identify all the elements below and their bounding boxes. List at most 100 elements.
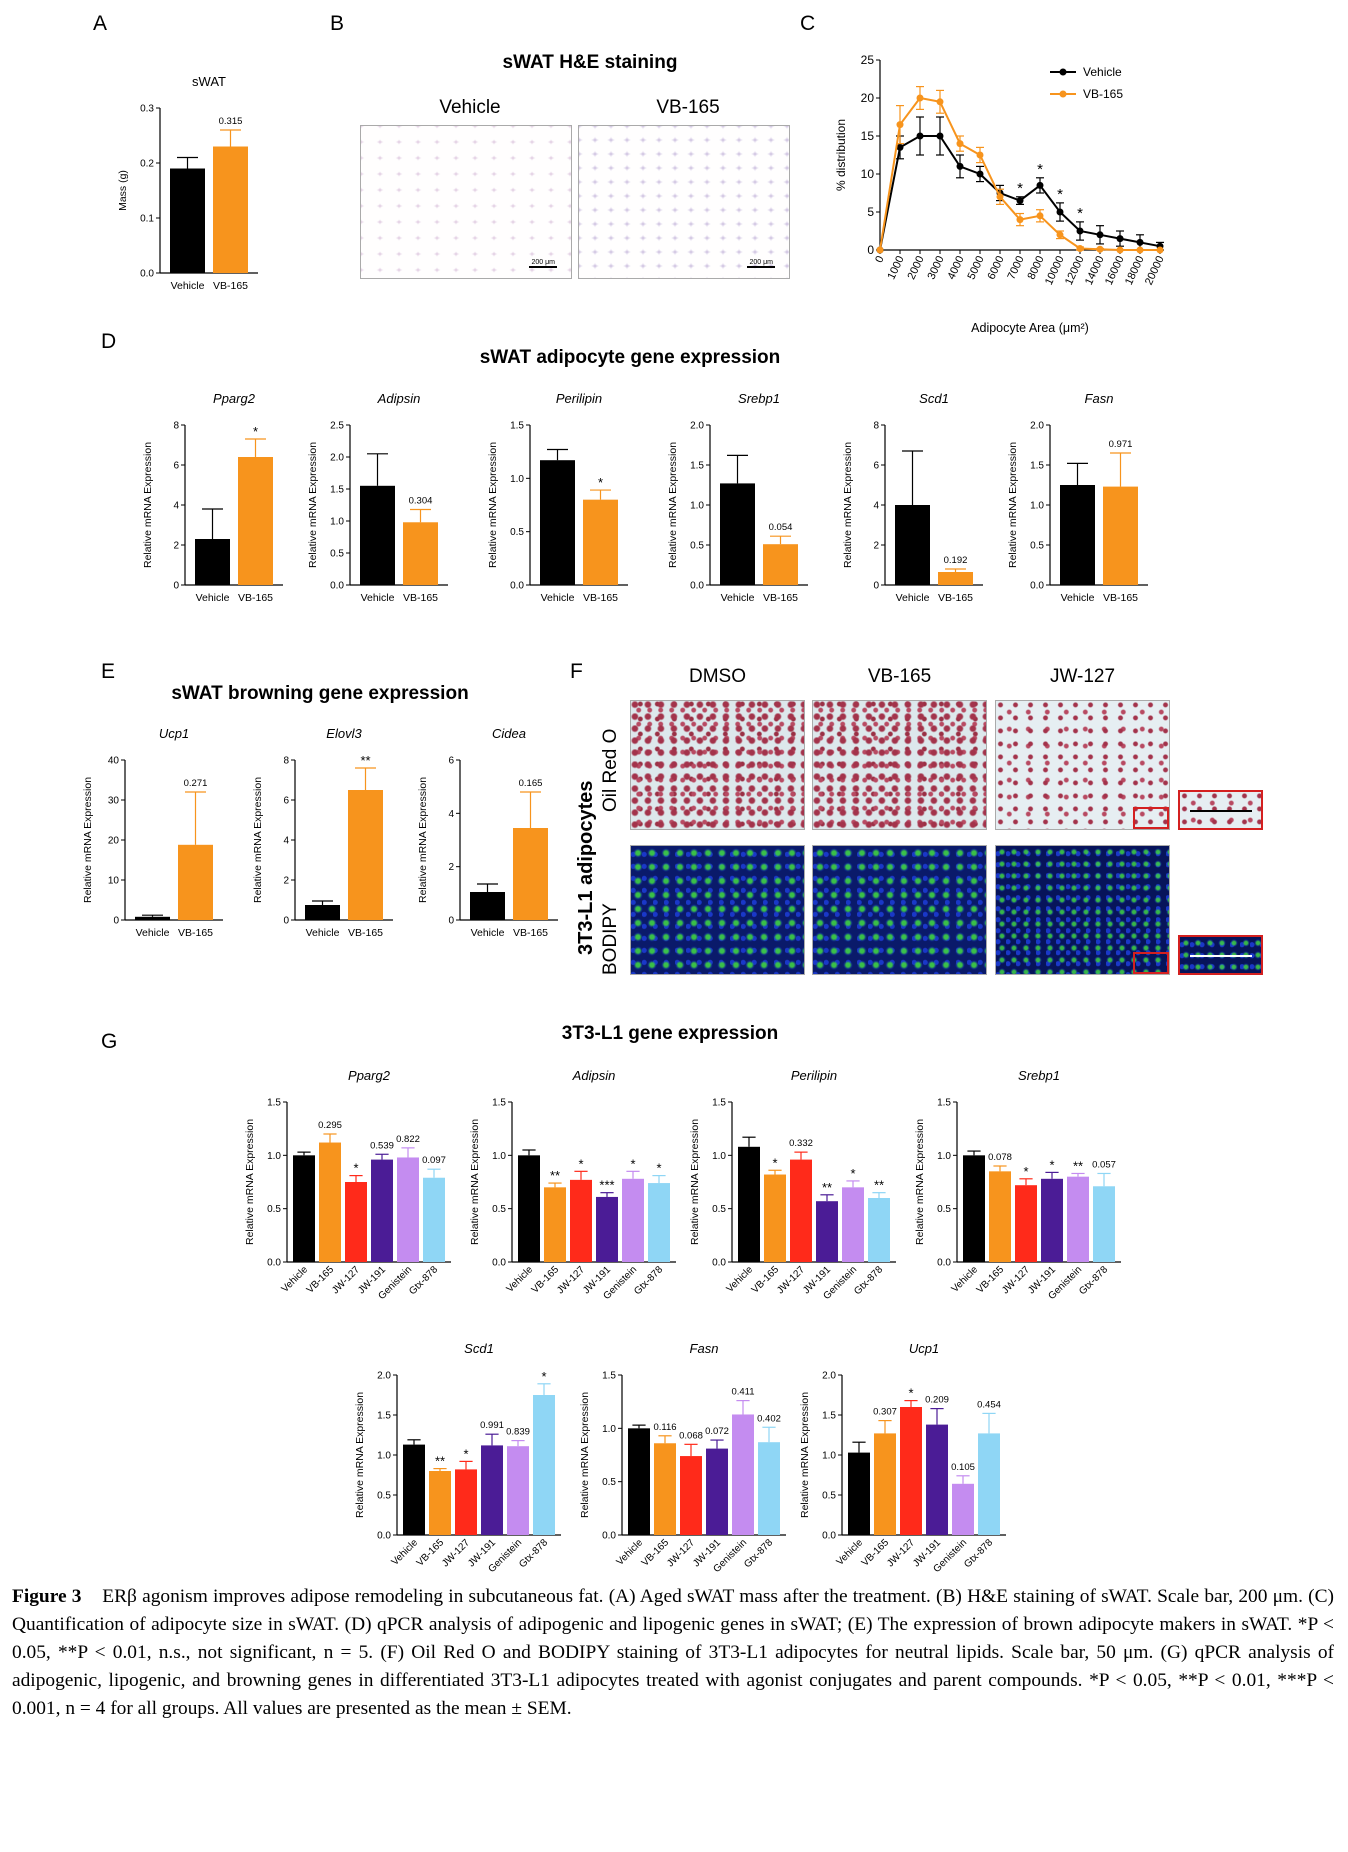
x-tick-label: Gtx-878 [407, 1264, 440, 1297]
chart-title: Srebp1 [738, 391, 780, 406]
bar [360, 485, 395, 585]
x-tick-label: VB-165 [583, 592, 618, 604]
y-tick-label: 1.5 [602, 1371, 616, 1382]
y-tick-label: 5 [867, 205, 874, 219]
data-point [1076, 244, 1084, 252]
y-tick-label: 2 [173, 541, 179, 552]
y-tick-label: 0 [113, 916, 119, 927]
y-axis-label: Relative mRNA Expression [252, 777, 264, 903]
significance-label: 0.307 [873, 1407, 897, 1418]
bar [513, 828, 548, 920]
y-tick-label: 0.5 [330, 549, 344, 560]
y-tick-label: 0 [173, 581, 179, 592]
chart-a-swat-mass: sWAT 0.0 0.1 0.2 0.3 Mass (g) Vehicle 0.315 VB-1… [117, 74, 258, 292]
y-axis-label: Relative mRNA Expression [417, 777, 429, 903]
significance-label: 0.822 [396, 1134, 420, 1145]
y-tick-label: 0.0 [937, 1258, 951, 1269]
chart-title: Scd1 [464, 1341, 494, 1356]
bar [195, 539, 230, 585]
x-tick-label: Vehicle [306, 927, 340, 939]
bar [481, 1445, 503, 1535]
x-tick-label: 4000 [945, 254, 966, 281]
significance-label: * [1037, 161, 1043, 178]
y-tick-label: 1.0 [1030, 501, 1044, 512]
data-point [1136, 238, 1144, 246]
bar [135, 916, 170, 920]
x-tick-label: Vehicle [361, 592, 395, 604]
bar [1015, 1185, 1037, 1262]
bar [895, 505, 930, 585]
bar [1103, 486, 1138, 585]
panel-label-e: E [101, 660, 116, 683]
chart-title: Pparg2 [213, 391, 256, 406]
data-point [1096, 231, 1104, 239]
y-tick-label: 4 [873, 501, 879, 512]
bar [628, 1428, 650, 1535]
significance-label: * [598, 475, 603, 490]
y-tick-label: 2.0 [690, 421, 704, 432]
bar [720, 483, 755, 585]
data-point [896, 121, 904, 129]
y-tick-label: 2.0 [1030, 421, 1044, 432]
y-tick-label: 25 [861, 53, 875, 67]
x-tick-label: JW-127 [330, 1264, 362, 1296]
x-tick-label: VB-165 [938, 592, 973, 604]
y-tick-label: 8 [873, 421, 879, 432]
chart-c-adipocyte-size: 0510152025010002000300040005000600070008… [834, 53, 1167, 335]
x-tick-label: 8000 [1025, 254, 1046, 281]
chart-title: Adipsin [572, 1068, 616, 1083]
significance-label: * [253, 424, 258, 439]
bar [654, 1443, 676, 1535]
bar [622, 1178, 644, 1262]
y-axis-label: Mass (g) [117, 170, 129, 211]
bar [1067, 1176, 1089, 1262]
significance-label: 0.304 [409, 495, 433, 506]
significance-label: *** [599, 1178, 614, 1193]
significance-label: 0.165 [519, 778, 543, 789]
y-tick-label: 0.5 [267, 1204, 281, 1215]
chart-title: Adipsin [377, 391, 421, 406]
f-col-vb165: VB-165 [867, 666, 932, 687]
significance-label: 0.078 [988, 1152, 1012, 1163]
chart-title: Elovl3 [326, 726, 362, 741]
significance-label: * [1057, 186, 1063, 203]
significance-label: ** [874, 1178, 884, 1193]
bar [868, 1198, 890, 1262]
significance-label: ** [822, 1180, 832, 1195]
significance-label: * [541, 1369, 546, 1384]
x-tick-label: 1000 [885, 254, 906, 281]
y-axis-label: Relative mRNA Expression [487, 442, 499, 568]
bar [978, 1433, 1000, 1535]
y-axis-label: Relative mRNA Expression [82, 777, 94, 903]
data-point [1056, 208, 1064, 216]
bar [213, 146, 248, 273]
y-tick-label: 1.5 [822, 1411, 836, 1422]
figure-caption: Figure 3 ERβ agonism improves adipose re… [12, 1583, 1334, 1723]
y-tick-label: 2.0 [377, 1371, 391, 1382]
y-tick-label: 0.5 [377, 1491, 391, 1502]
bar [848, 1452, 870, 1535]
x-tick-label: VB-165 [213, 280, 248, 292]
data-point [1116, 235, 1124, 243]
oil-red-o-jw127-image [995, 700, 1170, 830]
y-tick-label: 0.0 [377, 1531, 391, 1542]
chart-g-pparg2: Pparg2 0.0 0.5 1.0 1.5 Relative mRNA Expressi… [244, 1068, 451, 1302]
significance-label: * [578, 1156, 583, 1171]
x-tick-label: Gtx-878 [1077, 1264, 1110, 1297]
y-tick-label: 0.0 [690, 581, 704, 592]
y-tick-label: 2.0 [330, 453, 344, 464]
significance-label: * [1017, 180, 1023, 197]
bar [874, 1433, 896, 1535]
y-tick-label: 2.5 [330, 421, 344, 432]
bar [348, 790, 383, 920]
data-point [1036, 181, 1044, 189]
chart-d-adipsin: Adipsin 0.0 0.5 1.0 1.5 2.0 2.5 Relative mRNA E… [307, 391, 448, 604]
x-tick-label: JW-127 [885, 1537, 917, 1569]
x-tick-label: Gtx-878 [962, 1537, 995, 1570]
y-tick-label: 10 [108, 876, 120, 887]
x-tick-label: VB-165 [238, 592, 273, 604]
y-tick-label: 1.0 [690, 501, 704, 512]
bar [455, 1469, 477, 1535]
y-tick-label: 0.0 [140, 269, 154, 280]
x-tick-label: VB-165 [348, 927, 383, 939]
